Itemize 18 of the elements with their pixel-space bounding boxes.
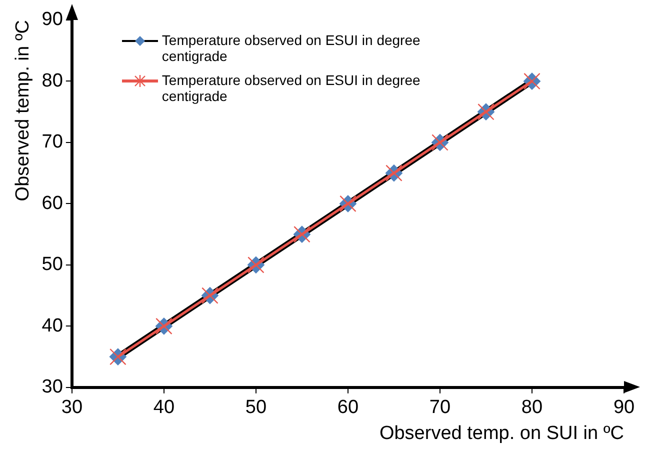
x-tick-label: 80 (521, 397, 543, 418)
x-axis-title: Observed temp. on SUI in ºC (379, 422, 624, 444)
x-tick-label: 30 (61, 397, 83, 418)
y-tick-label: 90 (42, 9, 63, 30)
y-tick-label: 70 (42, 132, 63, 153)
x-tick-label: 50 (245, 397, 267, 418)
x-tick-label: 60 (337, 397, 359, 418)
x-tick-label: 40 (153, 397, 175, 418)
y-tick-label: 40 (42, 315, 63, 336)
y-tick-label: 60 (42, 192, 63, 214)
y-tick-label: 50 (42, 254, 63, 276)
y-tick-label: 80 (42, 70, 63, 92)
legend-label: Temperature observed on ESUI in degree centigrade (162, 32, 422, 64)
y-axis-title: Observed temp. in ºC (12, 20, 34, 202)
y-tick-label: 30 (42, 376, 63, 398)
legend-label: Temperature observed on ESUI in degree centigrade (162, 72, 422, 104)
x-tick-label: 90 (613, 397, 635, 418)
x-tick-label: 70 (429, 397, 451, 418)
